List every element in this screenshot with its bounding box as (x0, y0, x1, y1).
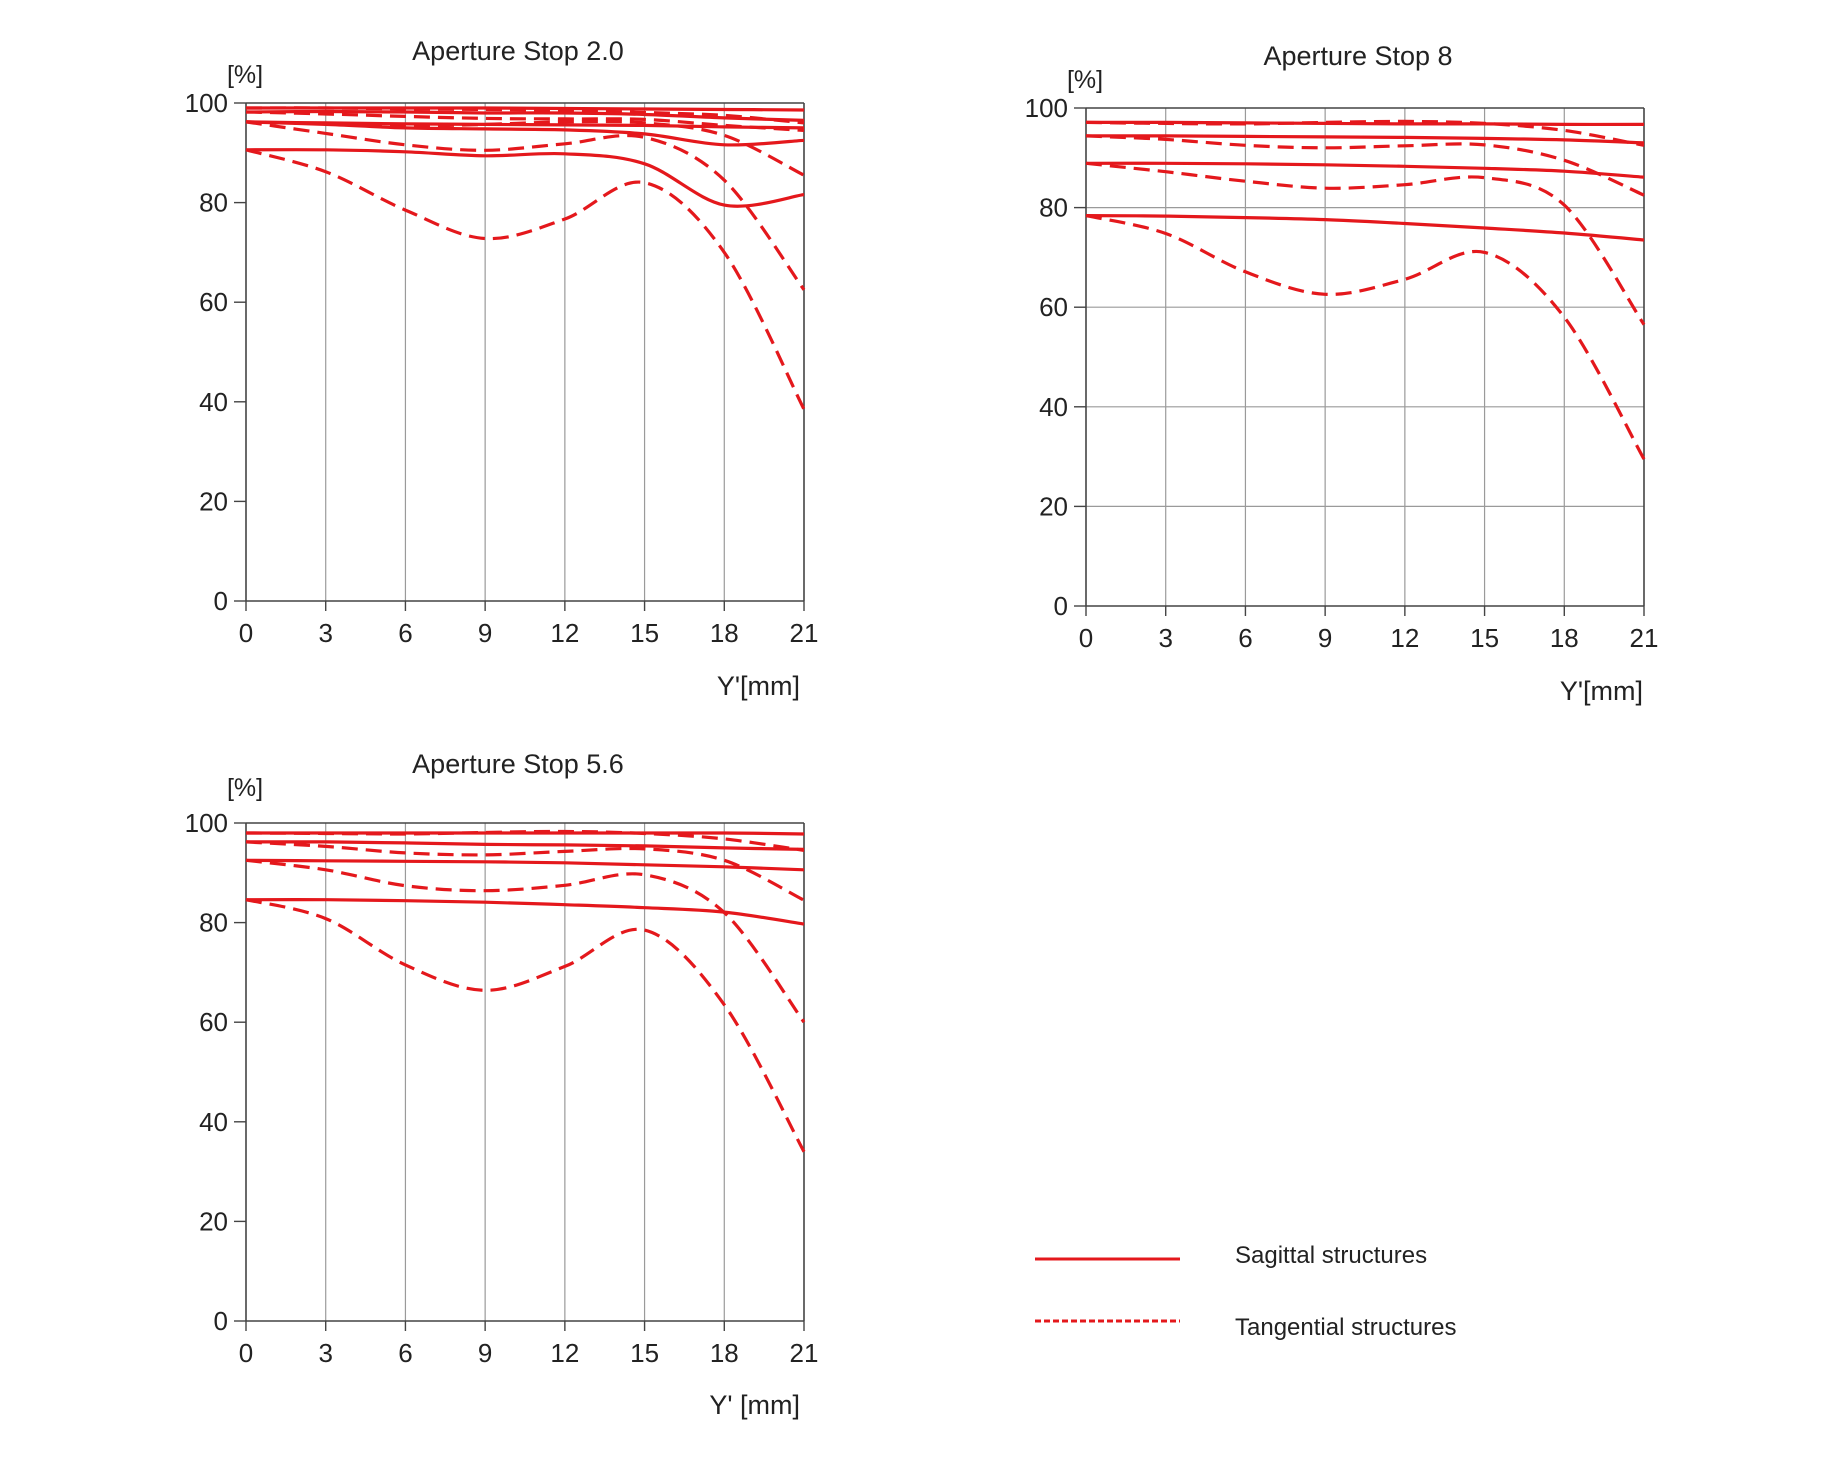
x-tick-label: 18 (1550, 623, 1579, 653)
x-tick-label: 21 (1630, 623, 1659, 653)
x-tick-label: 12 (550, 1338, 579, 1368)
tangential-curve (1085, 161, 1646, 326)
tangential-curve (245, 829, 805, 852)
plot-area: 0 20 40 60 80 100 0 3 6 9 12 15 18 21 (185, 808, 819, 1368)
y-tick-label: 40 (1039, 392, 1068, 422)
y-tick-label: 80 (199, 908, 228, 938)
sagittal-curve (245, 858, 805, 872)
y-tick-label: 0 (214, 586, 228, 616)
y-tick-label: 60 (199, 1007, 228, 1037)
x-tick-label: 9 (478, 1338, 492, 1368)
x-tick-label: 15 (1470, 623, 1499, 653)
y-tick-label: 20 (199, 486, 228, 516)
x-tick-label: 0 (239, 618, 253, 648)
plot-area: 0 20 40 60 80 100 0 3 6 9 12 15 18 21 (185, 88, 819, 648)
y-tick-label: 100 (185, 88, 228, 118)
mtf-chart-aperture-5-6: Aperture Stop 5.6 [%] Y' [mm] 0204060801… (185, 749, 819, 1420)
y-axis-label: [%] (227, 61, 263, 89)
x-tick-label: 6 (1238, 623, 1252, 653)
y-tick-label: 20 (199, 1206, 228, 1236)
x-tick-label: 15 (630, 618, 659, 648)
x-tick-label: 18 (710, 618, 739, 648)
x-tick-label: 3 (1158, 623, 1172, 653)
y-tick-label: 0 (214, 1306, 228, 1336)
x-axis-label: Y' [mm] (709, 1390, 800, 1420)
sagittal-curve (1085, 214, 1645, 242)
y-tick-label: 80 (1039, 193, 1068, 223)
plot-area: 0 20 40 60 80 100 0 3 6 9 12 15 18 21 (1025, 93, 1659, 653)
x-tick-label: 9 (1318, 623, 1332, 653)
x-axis-label: Y'[mm] (717, 671, 800, 701)
y-tick-label: 80 (199, 188, 228, 218)
sagittal-curve (245, 840, 805, 851)
y-tick-label: 60 (1039, 292, 1068, 322)
chart-title: Aperture Stop 2.0 (412, 36, 624, 66)
x-tick-label: 12 (550, 618, 579, 648)
x-tick-label: 21 (790, 1338, 819, 1368)
sagittal-curve (245, 109, 805, 122)
tangential-curve (245, 110, 805, 132)
tangential-curve (245, 120, 806, 291)
tangential-curve (1085, 214, 1646, 460)
x-tick-label: 0 (1079, 623, 1093, 653)
legend: Sagittal structures Tangential structure… (1035, 1242, 1456, 1341)
x-tick-label: 12 (1390, 623, 1419, 653)
tangential-curve (1085, 134, 1645, 197)
y-axis-label: [%] (1067, 66, 1103, 94)
y-tick-label: 40 (199, 387, 228, 417)
sagittal-curve (1085, 161, 1645, 179)
sagittal-curve (245, 898, 805, 926)
y-tick-label: 100 (185, 808, 228, 838)
x-tick-label: 18 (710, 1338, 739, 1368)
y-tick-label: 40 (199, 1107, 228, 1137)
y-tick-label: 0 (1054, 591, 1068, 621)
y-axis-label: [%] (227, 774, 263, 802)
legend-label-tangential: Tangential structures (1235, 1314, 1456, 1341)
chart-title: Aperture Stop 5.6 (412, 749, 624, 779)
x-tick-label: 6 (398, 1338, 412, 1368)
tangential-curve (245, 840, 805, 902)
x-tick-label: 0 (239, 1338, 253, 1368)
x-tick-label: 6 (398, 618, 412, 648)
chart-title: Aperture Stop 8 (1263, 41, 1452, 71)
sagittal-curve (245, 120, 805, 147)
mtf-chart-aperture-2-0: Aperture Stop 2.0 [%] Y'[mm] 02040608010… (185, 36, 819, 701)
x-tick-label: 21 (790, 618, 819, 648)
sagittal-curve (245, 148, 805, 208)
legend-label-sagittal: Sagittal structures (1235, 1242, 1427, 1269)
tangential-curve (245, 148, 806, 411)
x-tick-label: 15 (630, 1338, 659, 1368)
x-tick-label: 3 (318, 1338, 332, 1368)
mtf-chart-aperture-8: Aperture Stop 8 [%] Y'[mm] 0204060801000… (1025, 41, 1659, 706)
y-tick-label: 20 (1039, 491, 1068, 521)
y-tick-label: 100 (1025, 93, 1068, 123)
x-tick-label: 9 (478, 618, 492, 648)
tangential-curve (245, 898, 806, 1153)
sagittal-curve (1085, 134, 1645, 145)
x-axis-label: Y'[mm] (1560, 676, 1643, 706)
y-tick-label: 60 (199, 287, 228, 317)
x-tick-label: 3 (318, 618, 332, 648)
tangential-curve (245, 106, 805, 125)
